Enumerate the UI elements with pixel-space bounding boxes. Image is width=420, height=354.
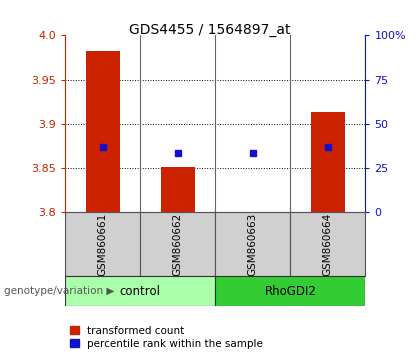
Bar <box>86 51 120 212</box>
Text: genotype/variation ▶: genotype/variation ▶ <box>4 286 115 296</box>
Bar <box>311 113 345 212</box>
Text: GSM860661: GSM860661 <box>97 213 108 276</box>
Bar <box>140 212 215 276</box>
Bar <box>236 211 270 212</box>
Bar <box>161 167 194 212</box>
Bar <box>215 276 365 306</box>
Text: GSM860663: GSM860663 <box>248 213 258 276</box>
Bar <box>65 212 140 276</box>
Text: GSM860664: GSM860664 <box>323 213 333 276</box>
Text: GSM860662: GSM860662 <box>173 213 183 276</box>
Text: GDS4455 / 1564897_at: GDS4455 / 1564897_at <box>129 23 291 37</box>
Text: RhoGDI2: RhoGDI2 <box>264 285 316 298</box>
Text: control: control <box>120 285 161 298</box>
Bar <box>290 212 365 276</box>
Bar <box>65 276 215 306</box>
Legend: transformed count, percentile rank within the sample: transformed count, percentile rank withi… <box>70 326 263 349</box>
Bar <box>215 212 290 276</box>
